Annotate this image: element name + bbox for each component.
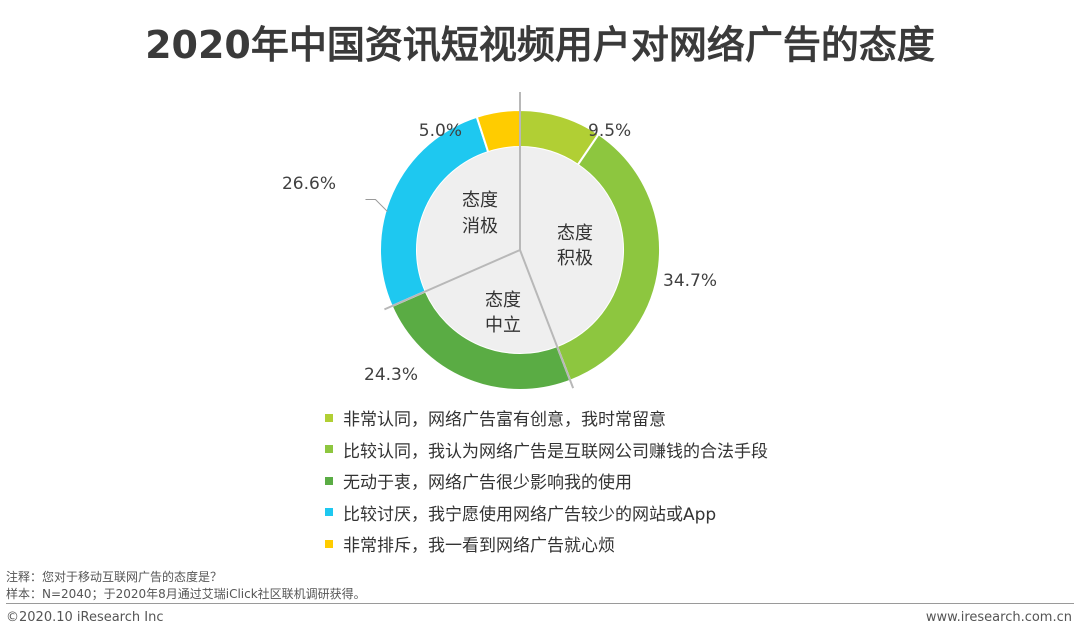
page-title: 2020年中国资讯短视频用户对网络广告的态度 bbox=[145, 23, 935, 67]
footnote-sample: 样本：N=2040；于2020年8月通过艾瑞iClick社区联机调研获得。 bbox=[6, 587, 366, 601]
group-labels: 态度 积极 态度 中立 态度 消极 bbox=[462, 190, 593, 336]
footnote-note: 注释：您对于移动互联网广告的态度是？ bbox=[6, 570, 223, 584]
slice-value-label: 9.5% bbox=[588, 121, 631, 141]
legend-label: 非常认同，网络广告富有创意，我时常留意 bbox=[343, 410, 666, 431]
slice-value-label: 5.0% bbox=[419, 121, 462, 141]
legend-item: 比较讨厌，我宁愿使用网络广告较少的网站或App bbox=[325, 497, 768, 529]
slice-value-label: 34.7% bbox=[663, 271, 717, 291]
legend-item: 比较认同，我认为网络广告是互联网公司赚钱的合法手段 bbox=[325, 434, 768, 466]
copyright-text: ©2020.10 iResearch Inc bbox=[6, 610, 164, 625]
legend-label: 无动于衷，网络广告很少影响我的使用 bbox=[343, 473, 632, 494]
slice-value-label: 26.6% bbox=[282, 174, 336, 194]
divider-line-neutral-negative bbox=[384, 249, 521, 311]
legend-label: 比较认同，我认为网络广告是互联网公司赚钱的合法手段 bbox=[343, 441, 768, 462]
divider-line-positive-neutral bbox=[519, 249, 575, 389]
slice-value-label: 24.3% bbox=[364, 365, 418, 385]
legend-swatch bbox=[325, 539, 333, 548]
group-dividers bbox=[384, 92, 575, 389]
legend-item: 无动于衷，网络广告很少影响我的使用 bbox=[325, 465, 768, 497]
group-label-positive-line1: 态度 bbox=[557, 223, 593, 244]
group-label-negative-line1: 态度 bbox=[462, 190, 498, 211]
legend-swatch bbox=[325, 508, 333, 517]
legend-swatch bbox=[325, 445, 333, 454]
legend-label: 比较讨厌，我宁愿使用网络广告较少的网站或App bbox=[343, 504, 717, 525]
legend-item: 非常排斥，我一看到网络广告就心烦 bbox=[325, 528, 768, 560]
leader-line bbox=[365, 199, 388, 212]
footer-divider bbox=[6, 603, 1074, 604]
group-label-positive-line2: 积极 bbox=[557, 248, 593, 269]
group-label-negative-line2: 消极 bbox=[462, 216, 498, 237]
legend-swatch bbox=[325, 476, 333, 485]
legend-label: 非常排斥，我一看到网络广告就心烦 bbox=[343, 536, 615, 557]
legend-swatch bbox=[325, 413, 333, 422]
group-label-neutral-line2: 中立 bbox=[485, 315, 521, 336]
leader-lines bbox=[365, 199, 388, 212]
chart-legend: 非常认同，网络广告富有创意，我时常留意 比较认同，我认为网络广告是互联网公司赚钱… bbox=[325, 402, 768, 560]
website-link[interactable]: www.iresearch.com.cn bbox=[925, 610, 1072, 625]
legend-item: 非常认同，网络广告富有创意，我时常留意 bbox=[325, 402, 768, 434]
group-label-neutral-line1: 态度 bbox=[485, 290, 521, 311]
slice-labels: 9.5% 34.7% 24.3% 26.6% 5.0% bbox=[282, 121, 717, 385]
